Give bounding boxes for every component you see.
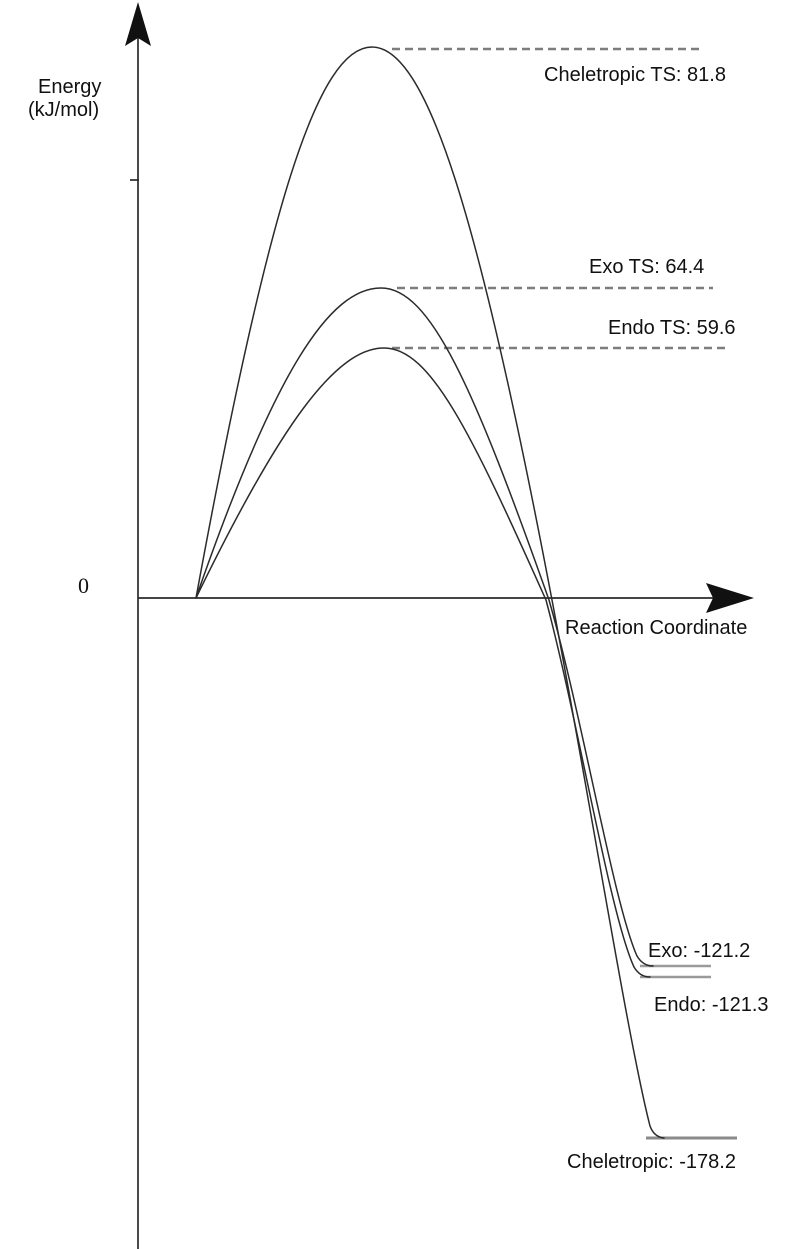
cheletropic-product-annotation: Cheletropic: -178.2 bbox=[567, 1151, 736, 1173]
y-axis-title: Energy (kJ/mol) bbox=[28, 76, 146, 122]
endo-product-annotation: Endo: -121.3 bbox=[654, 994, 769, 1016]
y-axis-title-line1: Energy bbox=[38, 76, 102, 98]
y-axis-arrow-icon bbox=[125, 2, 151, 46]
exo-ts-annotation: Exo TS: 64.4 bbox=[589, 256, 705, 278]
origin-tick-label: 0 bbox=[78, 573, 89, 598]
y-axis-title-line2: (kJ/mol) bbox=[28, 99, 100, 121]
x-axis-arrow-icon bbox=[706, 583, 754, 613]
exo-product-annotation: Exo: -121.2 bbox=[648, 940, 751, 962]
exo-curve bbox=[195, 287, 654, 967]
endo-ts-annotation: Endo TS: 59.6 bbox=[608, 317, 736, 339]
cheletropic-curve bbox=[195, 46, 665, 1139]
cheletropic-ts-annotation: Cheletropic TS: 81.8 bbox=[544, 64, 726, 86]
x-axis-title: Reaction Coordinate bbox=[565, 617, 748, 639]
endo-curve bbox=[195, 347, 651, 978]
